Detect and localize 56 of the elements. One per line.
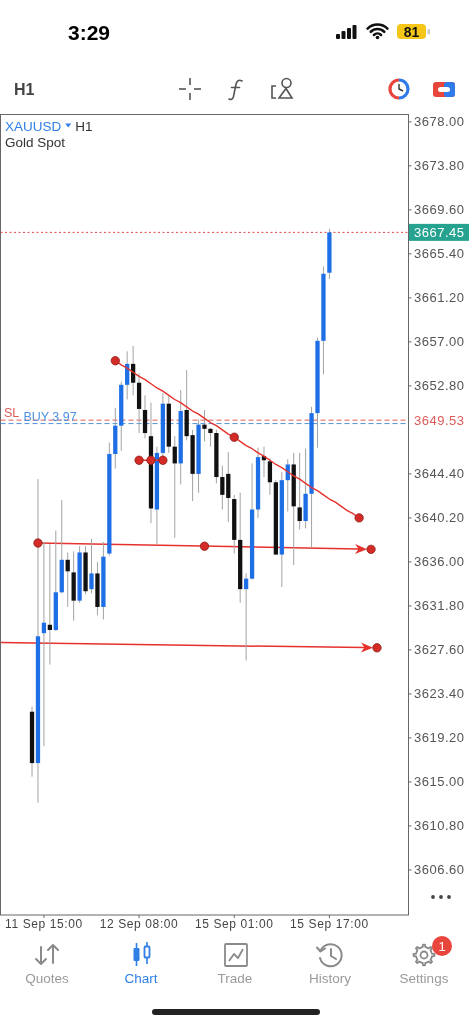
- text: 3667.45: [414, 224, 465, 240]
- y-tick-label: 3673.80: [414, 158, 465, 174]
- ref-line-label: SL: [4, 406, 20, 421]
- x-tick-label: 11 Sep 15:00: [5, 917, 83, 931]
- text: 1: [438, 939, 446, 954]
- y-tick-label: 3640.20: [414, 510, 465, 526]
- point: [199, 541, 210, 551]
- annotation: H1: [75, 119, 93, 134]
- candlestick: [220, 465, 225, 511]
- candlestick: [267, 457, 273, 496]
- y-tick-label: 3627.60: [414, 642, 465, 658]
- x-tick-label: 15 Sep 17:00: [290, 917, 369, 931]
- y-tick-label: 3631.80: [414, 598, 465, 614]
- y-tick-label: 3623.40: [414, 686, 465, 702]
- point: [372, 643, 382, 653]
- y-tick-label: 3619.20: [414, 730, 465, 746]
- candlestick: [202, 409, 207, 442]
- y-tick-label: 3657.00: [414, 334, 465, 350]
- candlestick: [47, 543, 53, 666]
- candlestick: [65, 551, 70, 608]
- text: 3649.53: [414, 412, 465, 428]
- y-tick-label: 3636.00: [414, 554, 465, 570]
- point: [229, 432, 239, 442]
- y-tick-label: 3678.00: [414, 114, 465, 130]
- y-tick-label: 3661.20: [414, 290, 465, 306]
- chart-title: XAUUSD: [5, 119, 62, 134]
- text: 3:29: [68, 21, 111, 44]
- point: [134, 455, 144, 465]
- text: Trade: [217, 971, 253, 986]
- candlestick: [89, 538, 94, 594]
- text: H1: [14, 81, 35, 98]
- x-tick-label: 12 Sep 08:00: [99, 917, 179, 931]
- candlestick: [297, 452, 302, 530]
- point: [110, 356, 120, 366]
- candlestick: [142, 394, 148, 439]
- text: Chart: [124, 971, 158, 986]
- text: Quotes: [25, 971, 70, 986]
- candlestick: [208, 427, 213, 448]
- y-tick-label: 3610.80: [414, 818, 465, 834]
- point: [33, 538, 43, 548]
- text: Gold Spot: [5, 135, 66, 150]
- point: [354, 513, 364, 523]
- point: [158, 455, 168, 465]
- y-tick-label: 3615.00: [414, 774, 465, 790]
- text: Settings: [399, 971, 449, 986]
- y-tick-label: 3606.60: [414, 862, 465, 878]
- y-tick-label: 3669.60: [414, 202, 465, 218]
- y-tick-label: 3652.80: [414, 378, 465, 394]
- x-tick-label: 15 Sep 01:00: [194, 917, 274, 931]
- point: [366, 544, 376, 554]
- y-tick-label: 3644.40: [414, 466, 465, 482]
- text: History: [308, 971, 352, 986]
- y-tick-label: 3665.40: [414, 246, 465, 262]
- text: 81: [403, 24, 420, 40]
- point: [146, 455, 156, 465]
- ref-line-label: BUY 3.97: [23, 409, 77, 424]
